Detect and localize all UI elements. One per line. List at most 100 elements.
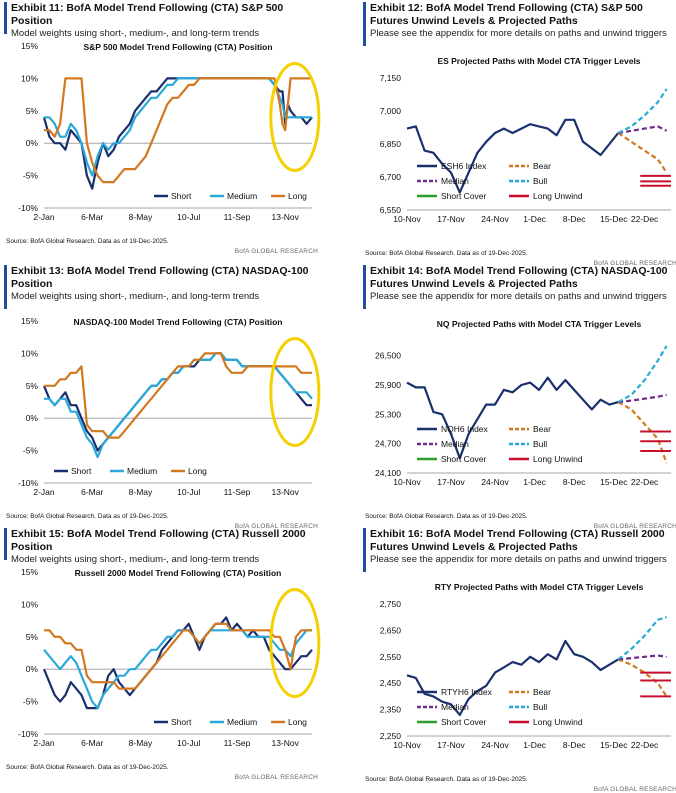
- y-tick-label: 10%: [21, 73, 38, 83]
- exhibit-header: Exhibit 13: BofA Model Trend Following (…: [4, 265, 322, 309]
- legend-label: Long: [288, 717, 307, 727]
- x-tick-label: 22-Dec: [631, 477, 659, 487]
- y-tick-label: 24,700: [375, 439, 401, 449]
- legend-label: RTYH6 Index: [441, 687, 493, 697]
- series-line-short: [406, 376, 619, 460]
- x-tick-label: 1-Dec: [523, 477, 546, 487]
- source-note: Source: BofA Global Research. Data as of…: [6, 513, 169, 520]
- x-tick-label: 8-May: [129, 487, 153, 497]
- legend-label: Medium: [227, 717, 257, 727]
- legend-label: Bear: [533, 687, 551, 697]
- series-line-short: [406, 639, 619, 716]
- exhibit-panel-14: Exhibit 14: BofA Model Trend Following (…: [363, 265, 676, 530]
- chart-svg: NQ Projected Paths with Model CTA Trigge…: [375, 319, 671, 487]
- x-tick-label: 1-Dec: [523, 740, 546, 750]
- x-tick-label: 8-Dec: [563, 477, 586, 487]
- y-tick-label: 15%: [21, 567, 38, 577]
- y-tick-label: 0%: [26, 413, 39, 423]
- legend-label: Median: [441, 702, 469, 712]
- series-line-bear: [617, 401, 668, 464]
- x-tick-label: 15-Dec: [600, 214, 628, 224]
- exhibit-header: Exhibit 14: BofA Model Trend Following (…: [363, 265, 676, 309]
- y-tick-label: 2,550: [380, 652, 402, 662]
- x-tick-label: 11-Sep: [224, 738, 251, 748]
- exhibit-header: Exhibit 11: BofA Model Trend Following (…: [4, 2, 322, 39]
- y-tick-label: 2,650: [380, 625, 402, 635]
- series-line-long: [44, 622, 312, 690]
- exhibit-title: Exhibit 11: BofA Model Trend Following (…: [11, 2, 284, 27]
- x-tick-label: 10-Jul: [177, 212, 200, 222]
- x-tick-label: 22-Dec: [631, 740, 659, 750]
- legend-label: Bull: [533, 702, 547, 712]
- exhibit-subtitle: Please see the appendix for more details…: [370, 554, 667, 565]
- x-tick-label: 13-Nov: [271, 212, 299, 222]
- y-tick-label: -5%: [23, 697, 39, 707]
- legend-label: Short: [71, 466, 92, 476]
- exhibit-title: Exhibit 16: BofA Model Trend Following (…: [370, 528, 665, 553]
- legend-label: Short Cover: [441, 717, 487, 727]
- series-line-medium: [43, 629, 312, 710]
- chart-svg: Russell 2000 Model Trend Following (CTA)…: [18, 567, 321, 748]
- brand-label: BofA GLOBAL RESEARCH: [593, 786, 676, 793]
- legend-label: NQH6 Index: [441, 424, 489, 434]
- series-line-median: [618, 654, 667, 661]
- y-tick-label: 5%: [26, 632, 39, 642]
- x-tick-label: 17-Nov: [437, 214, 465, 224]
- source-note: Source: BofA Global Research. Data as of…: [365, 513, 528, 520]
- x-tick-label: 2-Jan: [33, 738, 55, 748]
- exhibit-panel-15: Exhibit 15: BofA Model Trend Following (…: [4, 528, 322, 783]
- y-tick-label: 2,350: [380, 705, 402, 715]
- y-tick-label: 10%: [21, 599, 38, 609]
- brand-label: BofA GLOBAL RESEARCH: [234, 523, 318, 530]
- y-tick-label: 6,700: [380, 172, 402, 182]
- chart-svg: RTY Projected Paths with Model CTA Trigg…: [380, 582, 671, 750]
- x-tick-label: 17-Nov: [437, 477, 465, 487]
- x-tick-label: 6-Mar: [81, 212, 103, 222]
- x-tick-label: 8-May: [129, 212, 153, 222]
- y-tick-label: 10%: [21, 348, 38, 358]
- x-tick-label: 13-Nov: [271, 738, 299, 748]
- source-note: Source: BofA Global Research. Data as of…: [6, 238, 169, 245]
- y-tick-label: -10%: [18, 478, 38, 488]
- x-tick-label: 6-Mar: [81, 738, 103, 748]
- y-tick-label: 6,850: [380, 139, 402, 149]
- exhibit-title: Exhibit 12: BofA Model Trend Following (…: [370, 2, 643, 27]
- y-tick-label: 15%: [21, 316, 38, 326]
- brand-label: BofA GLOBAL RESEARCH: [593, 523, 676, 530]
- x-tick-label: 1-Dec: [523, 214, 546, 224]
- exhibit-header: Exhibit 12: BofA Model Trend Following (…: [363, 2, 676, 46]
- legend-label: Long Unwind: [533, 717, 583, 727]
- x-tick-label: 2-Jan: [33, 212, 55, 222]
- y-tick-label: 2,750: [380, 599, 402, 609]
- exhibit-panel-12: Exhibit 12: BofA Model Trend Following (…: [363, 2, 676, 267]
- x-tick-label: 24-Nov: [481, 740, 509, 750]
- y-tick-label: 5%: [26, 106, 39, 116]
- x-tick-label: 10-Nov: [393, 214, 421, 224]
- x-tick-label: 24-Nov: [481, 214, 509, 224]
- series-line-bull: [617, 88, 668, 134]
- highlight-circle: [269, 588, 321, 698]
- x-tick-label: 10-Nov: [393, 477, 421, 487]
- legend-label: Long Unwind: [533, 454, 583, 464]
- exhibit-panel-11: Exhibit 11: BofA Model Trend Following (…: [4, 2, 322, 257]
- x-tick-label: 15-Dec: [600, 740, 628, 750]
- exhibit-title: Exhibit 15: BofA Model Trend Following (…: [11, 528, 306, 553]
- y-tick-label: 7,150: [380, 73, 402, 83]
- legend-label: Short Cover: [441, 454, 487, 464]
- highlight-circle: [269, 337, 321, 447]
- legend-label: Medium: [227, 191, 257, 201]
- y-tick-label: 25,900: [375, 380, 401, 390]
- x-tick-label: 8-Dec: [563, 740, 586, 750]
- brand-label: BofA GLOBAL RESEARCH: [234, 774, 318, 781]
- y-tick-label: 7,000: [380, 106, 402, 116]
- exhibit-title: Exhibit 14: BofA Model Trend Following (…: [370, 265, 668, 290]
- exhibit-subtitle: Please see the appendix for more details…: [370, 28, 667, 39]
- legend-label: Long: [188, 466, 207, 476]
- x-tick-label: 24-Nov: [481, 477, 509, 487]
- x-tick-label: 10-Jul: [177, 487, 200, 497]
- x-tick-label: 15-Dec: [600, 477, 628, 487]
- brand-label: BofA GLOBAL RESEARCH: [234, 248, 318, 255]
- x-tick-label: 11-Sep: [224, 487, 251, 497]
- y-tick-label: 15%: [21, 41, 38, 51]
